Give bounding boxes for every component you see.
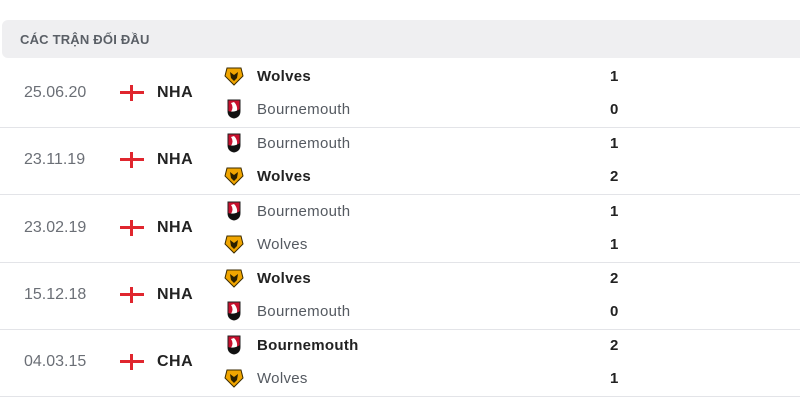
match-date: 04.03.15 xyxy=(24,353,87,371)
team-name: Wolves xyxy=(257,269,312,287)
team-name: Wolves xyxy=(257,168,312,186)
match-date: 23.02.19 xyxy=(24,218,87,236)
bournemouth-logo-icon xyxy=(224,133,244,153)
team-name: Wolves xyxy=(257,68,312,85)
team-name: Wolves xyxy=(257,370,308,388)
competition-label: NHA xyxy=(157,285,194,303)
team-home[interactable]: Wolves xyxy=(222,66,602,88)
score-away: 0 xyxy=(610,101,619,118)
match-row[interactable]: 15.12.18 NHA Wolves 2 Bournemouth 0 xyxy=(0,262,800,330)
team-away[interactable]: Wolves xyxy=(222,368,602,390)
team-name: Bournemouth xyxy=(257,202,351,220)
team-away[interactable]: Bournemouth xyxy=(222,301,602,323)
england-flag-icon xyxy=(120,219,144,236)
team-away[interactable]: Bournemouth xyxy=(222,99,602,121)
team-name: Bournemouth xyxy=(257,337,359,355)
team-away[interactable]: Wolves xyxy=(222,234,602,256)
team-name: Bournemouth xyxy=(257,302,351,320)
team-away[interactable]: Wolves xyxy=(222,166,602,188)
bournemouth-logo-icon xyxy=(224,335,244,355)
bournemouth-logo-icon xyxy=(224,301,244,321)
team-name: Wolves xyxy=(257,235,308,253)
wolves-logo-icon xyxy=(224,166,244,187)
match-row[interactable]: 23.11.19 NHA Bournemouth 1 Wolves 2 xyxy=(0,127,800,196)
score-away: 2 xyxy=(610,168,619,186)
bournemouth-logo-icon xyxy=(224,201,244,221)
competition-label: NHA xyxy=(157,84,194,101)
england-flag-icon xyxy=(120,286,144,303)
team-name: Bournemouth xyxy=(257,135,351,153)
score-away: 0 xyxy=(610,302,619,320)
score-away: 1 xyxy=(610,235,619,253)
score-home: 1 xyxy=(610,68,619,85)
competition-label: CHA xyxy=(157,353,194,371)
section-title: CÁC TRẬN ĐỐI ĐẦU xyxy=(20,32,150,47)
team-home[interactable]: Bournemouth xyxy=(222,133,602,155)
match-date: 15.12.18 xyxy=(24,285,87,303)
match-date: 25.06.20 xyxy=(24,84,87,101)
team-home[interactable]: Bournemouth xyxy=(222,335,602,357)
team-name: Bournemouth xyxy=(257,101,351,118)
score-home: 2 xyxy=(610,269,619,287)
england-flag-icon xyxy=(120,85,144,101)
bournemouth-logo-icon xyxy=(224,99,244,119)
match-row[interactable]: 04.03.15 CHA Bournemouth 2 Wolves 1 xyxy=(0,329,800,398)
england-flag-icon xyxy=(120,152,144,169)
match-row[interactable]: 23.02.19 NHA Bournemouth 1 Wolves 1 xyxy=(0,195,800,263)
wolves-logo-icon xyxy=(224,268,244,288)
team-home[interactable]: Wolves xyxy=(222,268,602,290)
score-away: 1 xyxy=(610,370,619,388)
match-row[interactable]: 25.06.20 NHA Wolves 1 Bournemouth 0 xyxy=(0,60,800,128)
section-header: CÁC TRẬN ĐỐI ĐẦU xyxy=(2,20,800,58)
score-home: 2 xyxy=(610,337,619,355)
competition-label: NHA xyxy=(157,218,194,236)
score-home: 1 xyxy=(610,135,619,153)
england-flag-icon xyxy=(120,354,144,371)
wolves-logo-icon xyxy=(224,66,244,86)
wolves-logo-icon xyxy=(224,368,244,388)
team-home[interactable]: Bournemouth xyxy=(222,201,602,223)
wolves-logo-icon xyxy=(224,234,244,254)
score-home: 1 xyxy=(610,202,619,220)
competition-label: NHA xyxy=(157,151,194,169)
match-date: 23.11.19 xyxy=(24,151,86,169)
